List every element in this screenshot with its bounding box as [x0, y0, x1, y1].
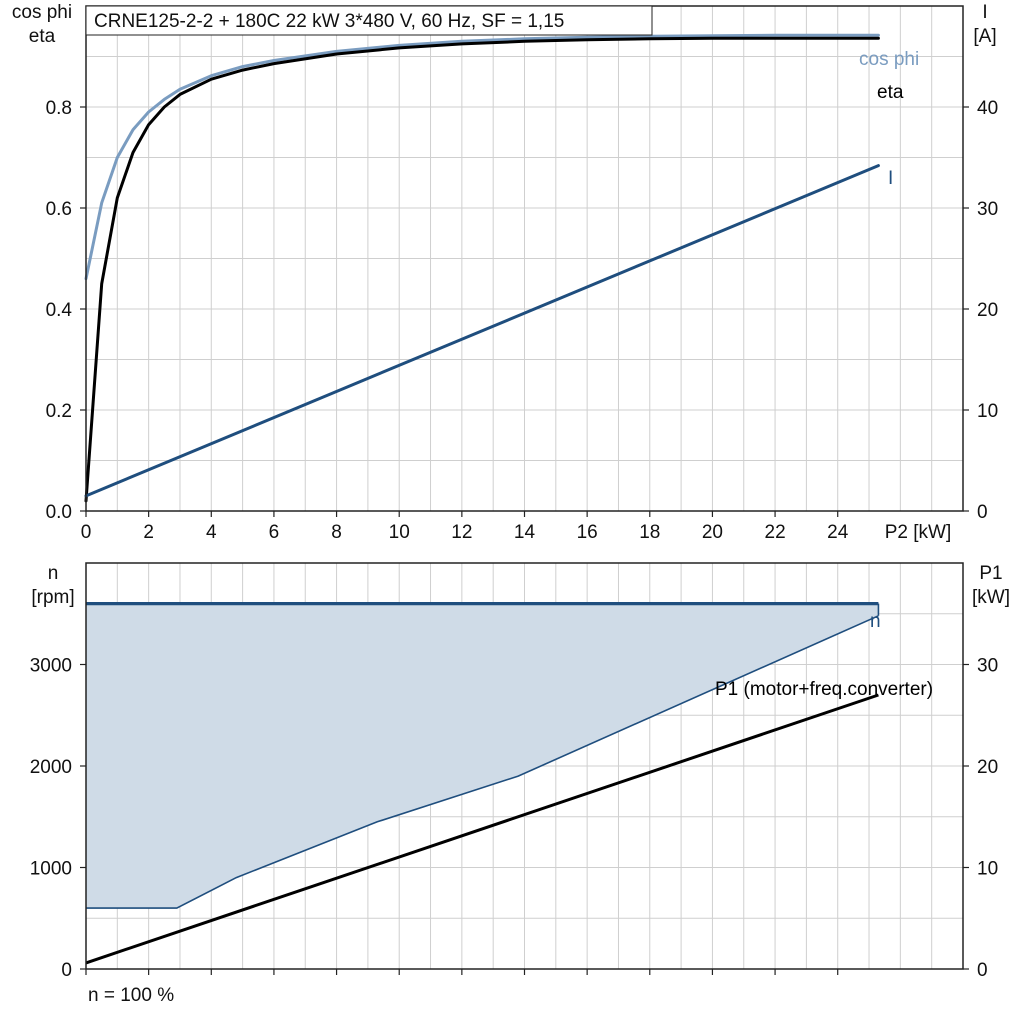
cos-phi-series-label: cos phi	[859, 49, 919, 70]
top-x-tick-label: 22	[765, 522, 786, 543]
top-left-tick-label: 0.8	[46, 98, 72, 119]
top-x-tick-label: 24	[827, 522, 849, 543]
top-x-tick-label: 18	[639, 522, 660, 543]
chart-title: CRNE125-2-2 + 180C 22 kW 3*480 V, 60 Hz,…	[94, 11, 564, 32]
top-right-tick-label: 20	[977, 300, 998, 321]
top-left-tick-label: 0.2	[46, 401, 72, 422]
min-speed-line	[86, 615, 879, 909]
bottom-ticks: 0 1000 2000 3000 0 10 20 30	[30, 656, 998, 982]
bottom-right-tick-label: 0	[977, 960, 988, 981]
top-left-tick-label: 0.6	[46, 199, 72, 220]
bottom-right-tick-label: 20	[977, 757, 998, 778]
top-series	[84, 33, 880, 503]
top-x-tick-label: 14	[514, 522, 536, 543]
top-x-tick-label: 6	[269, 522, 280, 543]
bottom-right-axis-title-line2: [kW]	[972, 587, 1010, 608]
current-line	[84, 164, 880, 498]
speed-series-label: n	[870, 611, 881, 632]
bottom-right-axis-title-line1: P1	[979, 563, 1002, 584]
top-x-tick-label: 2	[143, 522, 154, 543]
bottom-right-tick-label: 30	[977, 656, 998, 677]
top-x-tick-label: 0	[81, 522, 92, 543]
top-right-tick-label: 0	[977, 502, 988, 523]
top-x-tick-label: 16	[577, 522, 598, 543]
top-right-tick-label: 30	[977, 199, 998, 220]
top-x-axis-title: P2 [kW]	[885, 522, 952, 543]
top-right-axis-title-line1: I	[982, 2, 987, 23]
top-left-tick-label: 0.4	[46, 300, 73, 321]
top-x-tick-label: 8	[331, 522, 342, 543]
top-left-axis-title-line2: eta	[29, 26, 56, 47]
bottom-left-axis-title-line1: n	[48, 563, 59, 584]
eta-series-label: eta	[877, 82, 904, 103]
top-left-axis-title-line1: cos phi	[12, 2, 72, 23]
bottom-left-tick-label: 3000	[30, 656, 72, 677]
top-right-tick-label: 10	[977, 401, 998, 422]
top-left-tick-label: 0.0	[46, 502, 72, 523]
bottom-right-tick-label: 10	[977, 859, 998, 880]
speed-range-area	[86, 603, 879, 909]
bottom-left-tick-label: 0	[61, 960, 72, 981]
top-x-tick-label: 20	[702, 522, 723, 543]
top-right-tick-label: 40	[977, 98, 998, 119]
top-x-tick-label: 12	[451, 522, 472, 543]
current-series-label: I	[888, 168, 893, 189]
cos-phi-line	[84, 33, 880, 281]
top-x-tick-label: 4	[206, 522, 217, 543]
eta-line	[84, 36, 880, 503]
speed-footnote: n = 100 %	[88, 985, 174, 1006]
top-right-axis-title-line2: [A]	[973, 26, 996, 47]
top-x-tick-label: 10	[389, 522, 410, 543]
bottom-left-tick-label: 1000	[30, 859, 72, 880]
p1-line	[85, 693, 879, 965]
p1-series-label: P1 (motor+freq.converter)	[715, 679, 933, 700]
title-box	[85, 5, 653, 36]
bottom-left-axis-title-line2: [rpm]	[31, 587, 74, 608]
bottom-series	[85, 602, 880, 965]
bottom-left-tick-label: 2000	[30, 757, 72, 778]
top-grid	[86, 6, 963, 511]
